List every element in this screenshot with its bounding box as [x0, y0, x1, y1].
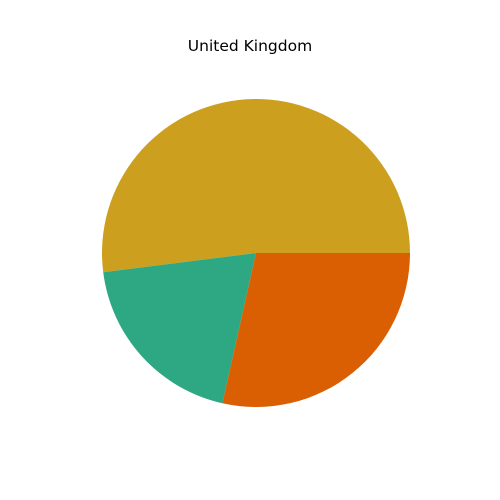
pie-slice-2 [103, 253, 257, 404]
pie-slices [101, 98, 411, 407]
chart-title: United Kingdom [187, 37, 313, 55]
pie-slice-1 [101, 98, 411, 273]
pie-slice-3 [222, 253, 410, 407]
